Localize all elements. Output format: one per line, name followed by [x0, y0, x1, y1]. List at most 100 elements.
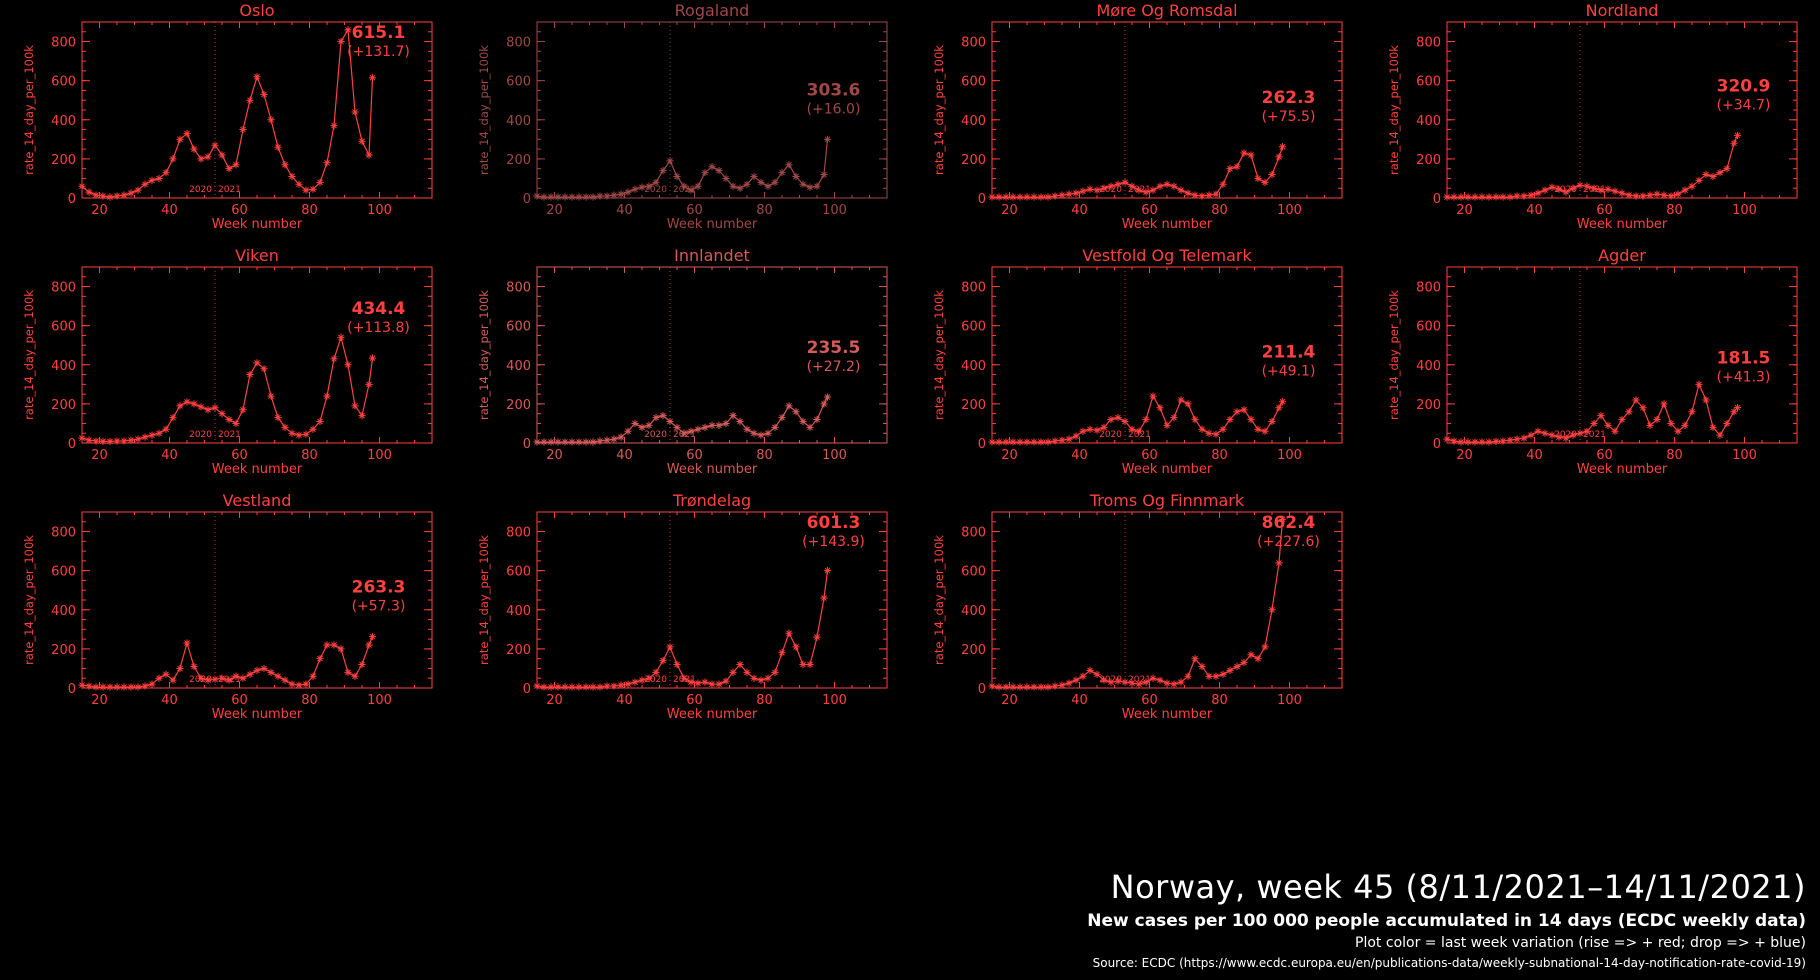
data-point: [1156, 676, 1164, 684]
x-axis-label: Week number: [212, 217, 303, 232]
data-point: [995, 438, 1003, 446]
data-point: [673, 423, 681, 431]
data-point: [281, 423, 289, 431]
data-point: [197, 403, 205, 411]
data-point: [1002, 438, 1010, 446]
data-point: [232, 161, 240, 169]
data-point: [1023, 193, 1031, 201]
y-tick-label: 800: [961, 526, 986, 541]
data-point: [218, 674, 226, 682]
data-point: [1555, 185, 1563, 193]
data-point: [785, 402, 793, 410]
chart-title: Nordland: [1586, 1, 1659, 20]
x-tick-label: 100: [367, 693, 392, 708]
data-point: [1695, 176, 1703, 184]
data-point: [204, 153, 212, 161]
data-point: [820, 594, 828, 602]
y-tick-label: 400: [51, 604, 76, 619]
data-point: [1261, 178, 1269, 186]
data-point: [141, 433, 149, 441]
y-tick-label: 800: [51, 36, 76, 51]
data-point: [1618, 189, 1626, 197]
data-point: [246, 370, 254, 379]
data-point: [162, 670, 170, 678]
last-value-label: 235.5: [807, 338, 861, 358]
y-tick-label: 600: [506, 565, 531, 580]
data-point: [267, 116, 275, 124]
data-point: [1177, 396, 1185, 404]
data-point: [1275, 404, 1283, 412]
data-point: [218, 151, 226, 159]
data-point: [302, 186, 310, 194]
data-point: [610, 682, 618, 690]
data-point: [1733, 131, 1742, 140]
x-tick-label: 80: [1211, 693, 1228, 708]
data-point: [603, 192, 611, 200]
data-point: [78, 182, 86, 190]
y-axis-label: rate_14_day_per_100k: [22, 535, 36, 665]
y-tick-label: 200: [51, 398, 76, 413]
x-tick-label: 80: [1211, 203, 1228, 218]
data-point: [225, 415, 233, 424]
x-tick-label: 40: [616, 448, 633, 463]
data-point: [1506, 193, 1514, 201]
x-tick-label: 100: [367, 448, 392, 463]
data-point: [127, 683, 135, 691]
data-point: [1625, 408, 1633, 416]
y-tick-label: 800: [1416, 36, 1441, 51]
chart-title: Troms Og Finnmark: [1089, 491, 1245, 510]
data-point: [1450, 437, 1458, 445]
data-point: [701, 168, 709, 177]
x-tick-label: 80: [301, 693, 318, 708]
data-point: [1226, 415, 1234, 424]
data-point: [1730, 139, 1738, 147]
chart-panel: Rogaland 20 40 60 80 100 Week number 0 200 400 600…: [477, 1, 888, 232]
data-point: [134, 186, 142, 194]
data-point: [316, 178, 324, 186]
data-point: [281, 676, 289, 684]
data-point: [1121, 678, 1129, 686]
data-point: [1247, 151, 1255, 159]
last-value-label: 615.1: [352, 23, 406, 43]
data-point: [253, 359, 261, 367]
data-point: [701, 423, 709, 431]
data-point: [330, 122, 338, 130]
data-point: [988, 193, 996, 201]
data-point: [1107, 678, 1115, 686]
data-point: [1548, 183, 1556, 191]
data-point: [1541, 186, 1549, 194]
data-point: [197, 155, 205, 163]
data-point: [316, 417, 324, 426]
data-point: [358, 137, 366, 145]
data-point: [1674, 427, 1682, 435]
data-point: [610, 191, 618, 199]
chart-panel: Vestfold Og Telemark 20 40 60 80 100 Week numb…: [932, 246, 1343, 477]
data-point: [274, 672, 282, 680]
data-point: [540, 193, 548, 201]
data-point: [309, 425, 317, 433]
x-tick-label: 40: [1526, 448, 1543, 463]
data-point: [1240, 406, 1248, 414]
data-point: [1702, 396, 1710, 404]
data-point: [1163, 180, 1171, 188]
data-point: [113, 437, 121, 445]
data-point: [1170, 182, 1178, 190]
data-point: [1268, 417, 1276, 426]
data-point: [1205, 191, 1213, 199]
data-point: [1093, 426, 1101, 434]
data-point: [750, 172, 758, 181]
x-axis-label: Week number: [667, 462, 758, 477]
data-point: [190, 145, 198, 153]
source-note: Source: ECDC (https://www.ecdc.europa.eu…: [1092, 956, 1806, 970]
data-point: [1051, 437, 1059, 445]
chart-title: Oslo: [239, 1, 274, 20]
data-point: [1520, 192, 1528, 200]
data-point: [687, 186, 695, 194]
data-point: [1058, 436, 1066, 444]
data-point: [1492, 437, 1500, 446]
year-label: 2020: [189, 430, 212, 440]
y-tick-label: 200: [506, 643, 531, 658]
data-point: [323, 392, 331, 400]
data-point: [92, 683, 100, 691]
